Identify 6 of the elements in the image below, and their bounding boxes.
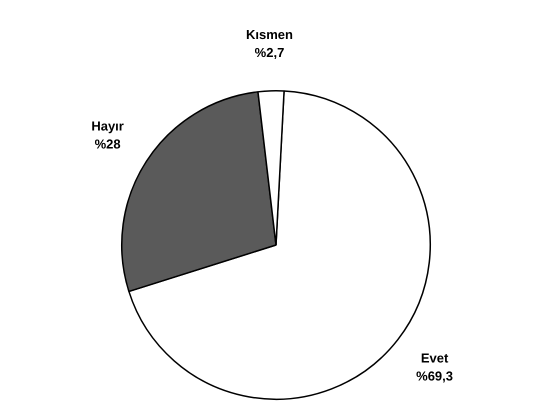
slice-label: Evet [420, 350, 449, 366]
data-label: %28 [94, 136, 121, 152]
data-label: %2,7 [254, 45, 284, 60]
data-label: %69,3 [416, 368, 454, 384]
slice-label: Hayır [91, 118, 124, 134]
slice-label: Kısmen [246, 27, 294, 42]
